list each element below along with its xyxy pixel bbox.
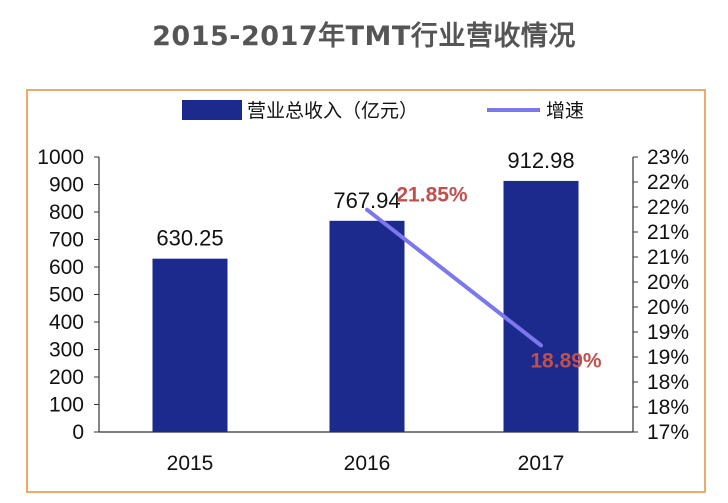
right-tick-label: 23%: [647, 146, 689, 169]
legend-bar-swatch: [182, 100, 242, 120]
x-tick-label: 2016: [344, 452, 391, 475]
chart-title: 2015-2017年TMT行业营收情况: [152, 21, 576, 52]
right-tick-label: 22%: [647, 171, 689, 194]
growth-line: [365, 207, 543, 348]
right-tick-label: 20%: [647, 296, 689, 319]
left-tick-label: 200: [49, 366, 84, 389]
bar-value-label: 630.25: [156, 226, 223, 251]
left-tick-label: 1000: [37, 146, 84, 169]
growth-value-label: 18.89%: [530, 349, 602, 372]
right-tick-label: 20%: [647, 271, 689, 294]
right-tick-label: 17%: [647, 421, 689, 444]
left-tick-label: 800: [49, 201, 84, 224]
x-tick-label: 2017: [518, 452, 565, 475]
right-tick-label: 19%: [647, 321, 689, 344]
legend-line-label: 增速: [546, 100, 584, 122]
right-tick-label: 19%: [647, 346, 689, 369]
legend-bar-label: 营业总收入（亿元）: [247, 100, 418, 122]
growth-value-label: 21.85%: [396, 184, 468, 207]
left-tick-label: 0: [72, 421, 84, 444]
left-tick-label: 100: [49, 394, 84, 417]
right-tick-label: 18%: [647, 396, 689, 419]
right-tick-label: 21%: [647, 221, 689, 244]
left-tick-label: 900: [49, 174, 84, 197]
left-tick-label: 400: [49, 311, 84, 334]
bar-2017: [503, 180, 579, 432]
left-tick-label: 500: [49, 284, 84, 307]
left-tick-label: 700: [49, 229, 84, 252]
right-tick-label: 22%: [647, 196, 689, 219]
bar-value-label: 912.98: [507, 148, 574, 173]
bar-2016: [329, 220, 405, 432]
right-tick-label: 18%: [647, 371, 689, 394]
left-tick-label: 600: [49, 256, 84, 279]
right-tick-label: 21%: [647, 246, 689, 269]
x-tick-label: 2015: [167, 452, 214, 475]
left-tick-label: 300: [49, 339, 84, 362]
bar-2015: [152, 258, 228, 432]
